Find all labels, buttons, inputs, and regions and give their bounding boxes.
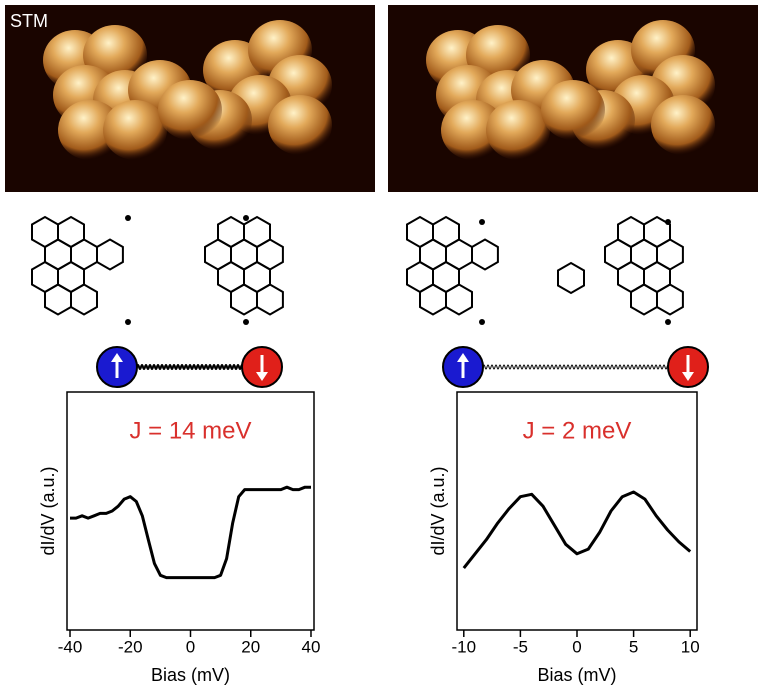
stm-bump <box>651 95 715 155</box>
radical-dot <box>479 219 485 225</box>
ring <box>557 261 585 295</box>
ring <box>70 283 98 316</box>
x-tick-label: 5 <box>629 637 638 656</box>
spin-diagram <box>96 346 709 388</box>
radical-dot <box>665 319 671 325</box>
x-tick-label: 0 <box>572 637 581 656</box>
spectrum-line <box>70 485 311 580</box>
radical-dot <box>243 319 249 325</box>
stm-bump <box>103 100 167 160</box>
spin-arrowhead <box>111 353 123 362</box>
radical-dot <box>125 319 131 325</box>
stm-bump <box>486 100 550 160</box>
ring <box>96 238 124 271</box>
annotation: J = 14 meV <box>129 417 251 444</box>
spin-arrowhead <box>457 353 469 362</box>
ring <box>44 283 72 316</box>
radical-dot <box>479 319 485 325</box>
spectrum-line <box>462 490 692 570</box>
stm-bump <box>441 100 505 160</box>
x-tick-label: 40 <box>302 637 321 656</box>
ring <box>230 283 258 316</box>
y-axis-label: dI/dV (a.u.) <box>38 466 58 555</box>
x-tick-label: -40 <box>58 637 83 656</box>
x-tick-label: 0 <box>186 637 195 656</box>
x-tick-label: -10 <box>452 637 477 656</box>
charts: -40 -20 0 20 40 Bias (mV) dI/dV (a.u.) J = 14 m… <box>38 391 700 685</box>
stm-bump <box>541 80 605 140</box>
ring <box>656 283 684 316</box>
ring <box>445 283 473 316</box>
stm-label: STM <box>10 11 48 31</box>
spin-arrowhead <box>682 372 694 381</box>
ring <box>419 283 447 316</box>
exchange-coupling <box>482 364 672 370</box>
y-axis-label: dI/dV (a.u.) <box>428 466 448 555</box>
stm-bump <box>268 95 332 155</box>
radical-dot <box>243 215 249 221</box>
x-tick-label: -20 <box>118 637 143 656</box>
ring <box>630 283 658 316</box>
x-axis-label: Bias (mV) <box>151 665 230 685</box>
radical-dot <box>125 215 131 221</box>
spin-arrowhead <box>256 372 268 381</box>
x-tick-label: -5 <box>513 637 528 656</box>
x-axis-label: Bias (mV) <box>537 665 616 685</box>
radical-dot <box>665 219 671 225</box>
x-tick-label: 10 <box>681 637 700 656</box>
ring <box>471 238 499 271</box>
x-tick-label: 20 <box>241 637 260 656</box>
stm-bump <box>158 80 222 140</box>
annotation: J = 2 meV <box>523 417 632 444</box>
stm-bump <box>58 100 122 160</box>
stm-features <box>43 20 715 160</box>
molecule <box>31 215 684 325</box>
exchange-coupling <box>136 364 246 370</box>
ring <box>256 283 284 316</box>
